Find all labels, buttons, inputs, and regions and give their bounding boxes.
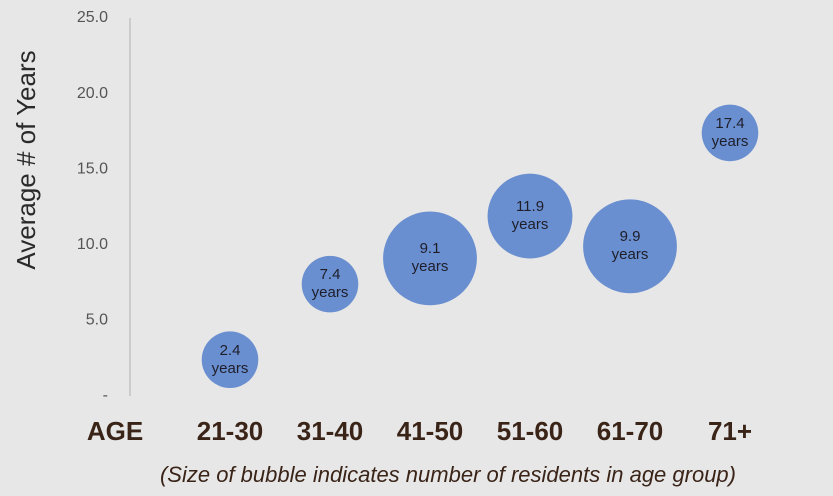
value-label: 17.4 years <box>711 114 749 150</box>
footnote: (Size of bubble indicates number of resi… <box>160 462 736 487</box>
x-tick-label: 61-70 <box>597 416 664 446</box>
value-label: 2.4 years <box>211 341 249 377</box>
value-label: 11.9 years <box>511 198 549 234</box>
y-tick-label: 20.0 <box>77 85 108 102</box>
y-tick-label: 5.0 <box>86 312 108 329</box>
x-tick-label: 21-30 <box>197 416 264 446</box>
y-tick-label: - <box>103 387 108 404</box>
bubble <box>301 255 359 313</box>
bubble <box>383 211 477 306</box>
y-tick-label: 10.0 <box>77 236 108 253</box>
x-tick-label: 41-50 <box>397 416 464 446</box>
x-tick-label: 71+ <box>708 416 752 446</box>
value-label: 9.1 years <box>411 240 449 276</box>
y-axis-label: Average # of Years <box>11 50 41 269</box>
y-tick-label: 25.0 <box>77 9 108 26</box>
y-tick-label: 15.0 <box>77 160 108 177</box>
bubble <box>487 173 573 259</box>
x-tick-label: 31-40 <box>297 416 364 446</box>
value-label: 9.9 years <box>611 228 649 264</box>
bubble <box>701 104 759 162</box>
x-axis-label: AGE <box>87 416 143 446</box>
bubble <box>583 199 677 294</box>
x-tick-label: 51-60 <box>497 416 564 446</box>
value-label: 7.4 years <box>311 266 349 302</box>
bubble <box>201 331 259 388</box>
